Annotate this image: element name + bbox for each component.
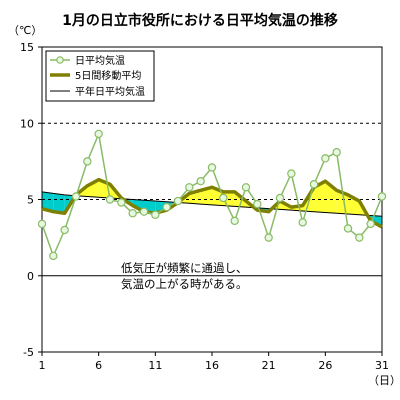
data-point (139, 207, 149, 216)
data-point (196, 176, 205, 186)
annotation-line: 低気圧が頻繁に通過し、 (121, 261, 248, 275)
chart-title: 1月の日立市役所における日平均気温の推移 (62, 13, 338, 29)
data-point (117, 198, 126, 207)
data-point (151, 210, 160, 219)
data-point (83, 157, 92, 166)
annotation-line: 気温の上がる時がある。 (121, 277, 248, 291)
series-line-moving-average (41, 177, 383, 229)
legend-marker-daily (56, 56, 64, 64)
data-point (71, 192, 81, 201)
legend-label-daily: 日平均気温 (75, 54, 125, 67)
y-tick-label: 15 (20, 41, 34, 54)
series-line-normal (41, 191, 383, 217)
y-tick-label: 10 (20, 117, 34, 130)
data-point (219, 193, 228, 203)
y-tick-label: -5 (23, 346, 34, 359)
deviation-fill (314, 181, 326, 213)
data-point (332, 148, 341, 157)
deviation-fill (42, 191, 54, 212)
x-tick-label: 1 (39, 359, 46, 372)
x-tick-label: 16 (205, 359, 219, 372)
data-point (309, 180, 319, 189)
x-axis-label: （日） (368, 374, 400, 387)
data-point (253, 199, 262, 209)
x-tick-label: 6 (95, 359, 102, 372)
data-point (185, 183, 194, 192)
legend-label-normal: 平年日平均気温 (75, 85, 145, 98)
x-tick-label: 11 (148, 359, 162, 372)
data-point (49, 251, 58, 261)
annotation: 低気圧が頻繁に通過し、気温の上がる時がある。 (121, 261, 248, 291)
data-points-group (37, 129, 387, 261)
deviation-fill (87, 179, 99, 198)
data-point (241, 183, 251, 192)
deviation-fill (200, 187, 212, 205)
data-point (287, 169, 296, 178)
deviation-fill (53, 193, 65, 214)
y-tick-label: 5 (27, 194, 34, 207)
data-point (173, 196, 183, 206)
grid-group (42, 122, 382, 277)
x-tick-label: 21 (262, 359, 276, 372)
legend-label-moving-average: 5日間移動平均 (75, 69, 141, 82)
data-point (366, 219, 375, 229)
data-point (162, 202, 171, 212)
data-point (37, 219, 47, 229)
data-point (94, 129, 103, 139)
data-point (275, 193, 285, 203)
y-axis-label: （℃） (8, 24, 42, 37)
data-point (105, 195, 115, 204)
y-tick-label: 0 (27, 270, 34, 283)
data-point (298, 218, 307, 227)
data-point (377, 192, 387, 201)
data-point (60, 225, 69, 235)
data-point (343, 224, 353, 233)
data-point (264, 233, 273, 242)
data-point (355, 233, 364, 242)
x-tick-label: 26 (318, 359, 332, 372)
data-point (230, 216, 239, 226)
data-point (207, 163, 217, 172)
x-tick-label: 31 (375, 359, 389, 372)
data-point (321, 154, 330, 163)
data-point (128, 209, 137, 218)
